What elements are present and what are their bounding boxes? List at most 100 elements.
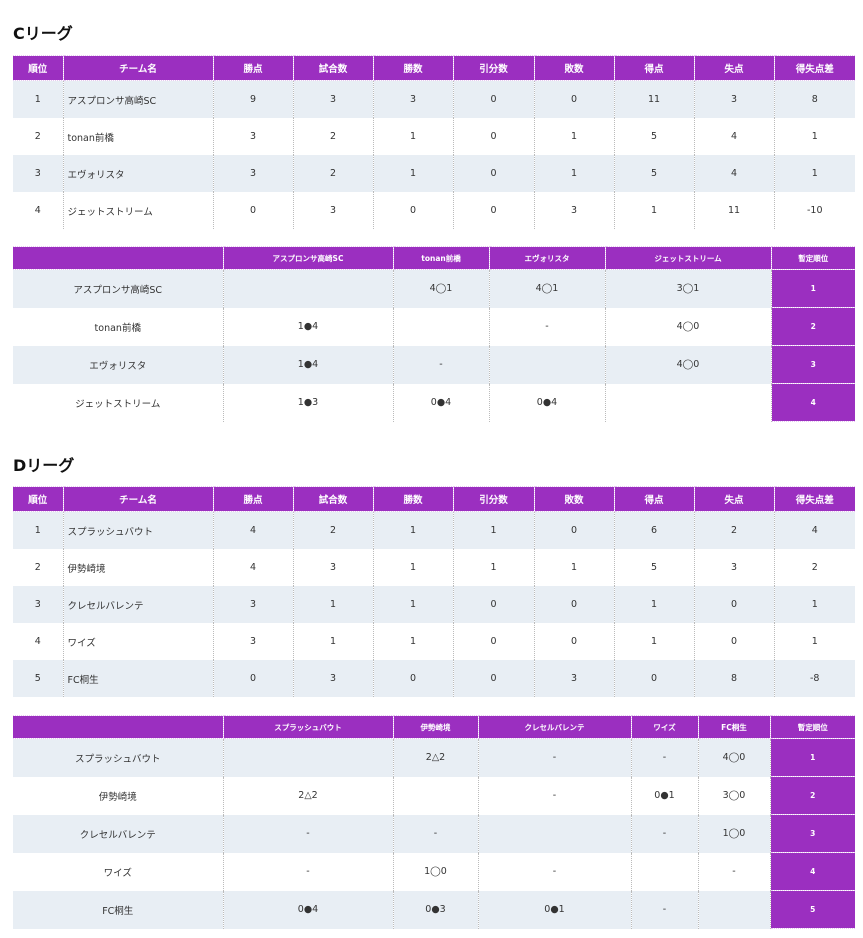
table-cell: 11 <box>614 80 695 118</box>
matrix-header-row: スプラッシュバウト 伊勢崎境 クレセルバレンテ ワイズ FC桐生 暫定順位 <box>13 715 855 739</box>
match-result-cell: - <box>698 852 771 891</box>
team-name-cell: エヴォリスタ <box>13 345 224 384</box>
table-row: アスプロンサ高崎SC 4◯1 4◯1 3◯1 1 <box>13 269 855 308</box>
table-row: 3 エヴォリスタ 3 2 1 0 1 5 4 1 <box>13 155 855 192</box>
team-name-cell: ワイズ <box>63 623 214 660</box>
table-row: tonan前橋 1●4 -4◯0 2 <box>13 307 855 346</box>
table-cell: 0 <box>534 586 615 623</box>
table-cell: 6 <box>614 511 695 549</box>
column-header: 失点 <box>694 486 775 512</box>
provisional-rank-cell: 2 <box>771 307 855 346</box>
table-row: 3 クレセルバレンテ 3 1 1 0 0 1 0 1 <box>13 586 855 623</box>
table-cell: 1 <box>373 511 454 549</box>
standings-header-row: 順位 チーム名 勝点 試合数 勝数 引分数 敗数 得点 失点 得失点差 <box>13 55 855 81</box>
column-header: 失点 <box>694 55 775 81</box>
team-name-cell: FC桐生 <box>63 660 214 697</box>
match-result-cell <box>605 383 772 422</box>
match-result-cell: - <box>393 345 490 384</box>
match-result-cell: - <box>478 776 632 815</box>
table-row: スプラッシュバウト 2△2- -4◯0 1 <box>13 738 855 777</box>
table-cell: 11 <box>694 192 775 229</box>
table-cell: 1 <box>293 586 374 623</box>
table-cell: 3 <box>293 80 374 118</box>
table-cell: 8 <box>774 80 855 118</box>
match-result-cell: - <box>631 890 699 929</box>
table-cell: 1 <box>774 118 855 155</box>
team-name-cell: エヴォリスタ <box>63 155 214 192</box>
matrix-header-row: アスプロンサ高崎SC tonan前橋 エヴォリスタ ジェットストリーム 暫定順位 <box>13 246 855 270</box>
table-cell: 3 <box>694 80 775 118</box>
table-cell: 1 <box>453 511 535 549</box>
table-cell: 9 <box>213 80 294 118</box>
match-result-cell: - <box>393 814 479 853</box>
team-name-cell: アスプロンサ高崎SC <box>13 269 224 308</box>
table-cell: 5 <box>614 549 695 586</box>
match-result-cell <box>393 776 479 815</box>
match-result-cell <box>489 345 606 384</box>
match-result-cell: 1◯0 <box>698 814 771 853</box>
table-row: 1 スプラッシュバウト 4 2 1 1 0 6 2 4 <box>13 511 855 549</box>
match-result-cell: 0●4 <box>223 890 394 929</box>
league-d-match-matrix: スプラッシュバウト 伊勢崎境 クレセルバレンテ ワイズ FC桐生 暫定順位 スプラッシュバ… <box>13 715 855 929</box>
table-cell: 1 <box>534 118 615 155</box>
table-cell: 1 <box>293 623 374 660</box>
team-name-cell: tonan前橋 <box>13 307 224 346</box>
column-header: エヴォリスタ <box>489 246 606 270</box>
table-cell: 2 <box>13 118 64 155</box>
team-name-cell: 伊勢崎境 <box>63 549 214 586</box>
column-header: 得点 <box>614 486 695 512</box>
team-name-cell: クレセルバレンテ <box>13 814 224 853</box>
column-header: 敗数 <box>534 55 615 81</box>
match-result-cell <box>223 738 394 777</box>
table-cell: 0 <box>534 80 615 118</box>
column-header: スプラッシュバウト <box>223 715 394 739</box>
match-result-cell: 0●3 <box>393 890 479 929</box>
table-cell: 2 <box>293 118 374 155</box>
table-cell: 0 <box>213 660 294 697</box>
table-cell: 5 <box>614 155 695 192</box>
column-header <box>13 246 224 270</box>
column-header: 勝数 <box>373 486 454 512</box>
match-result-cell <box>698 890 771 929</box>
table-cell: 0 <box>453 80 535 118</box>
match-result-cell: - <box>478 852 632 891</box>
table-cell: 1 <box>774 155 855 192</box>
provisional-rank-cell: 4 <box>771 383 855 422</box>
table-row: 5 FC桐生 0 3 0 0 3 0 8 -8 <box>13 660 855 697</box>
table-cell: 4 <box>774 511 855 549</box>
column-header: 得点 <box>614 55 695 81</box>
table-cell: 4 <box>213 549 294 586</box>
league-d-standings-table: 順位 チーム名 勝点 試合数 勝数 引分数 敗数 得点 失点 得失点差 1 スプラッシュバウト 4 2 1… <box>13 486 855 697</box>
table-cell: 2 <box>694 511 775 549</box>
match-result-cell: 0●4 <box>393 383 490 422</box>
match-result-cell <box>478 814 632 853</box>
column-header: クレセルバレンテ <box>478 715 632 739</box>
table-cell: 2 <box>293 155 374 192</box>
table-cell: 1 <box>373 623 454 660</box>
table-cell: 0 <box>453 586 535 623</box>
table-cell: 3 <box>534 660 615 697</box>
table-cell: 4 <box>213 511 294 549</box>
provisional-rank-cell: 1 <box>770 738 855 777</box>
table-cell: 1 <box>453 549 535 586</box>
table-cell: 0 <box>534 623 615 660</box>
table-cell: 1 <box>614 623 695 660</box>
team-name-cell: アスプロンサ高崎SC <box>63 80 214 118</box>
table-cell: 3 <box>534 192 615 229</box>
table-cell: 1 <box>373 549 454 586</box>
table-cell: 0 <box>373 192 454 229</box>
match-result-cell: - <box>631 814 699 853</box>
match-result-cell: 4◯0 <box>605 307 772 346</box>
table-row: エヴォリスタ 1●4- 4◯0 3 <box>13 345 855 384</box>
table-cell: 0 <box>453 155 535 192</box>
match-result-cell: - <box>223 852 394 891</box>
match-result-cell: 4◯0 <box>605 345 772 384</box>
team-name-cell: クレセルバレンテ <box>63 586 214 623</box>
match-result-cell: 1●4 <box>223 345 394 384</box>
table-cell: 4 <box>13 623 64 660</box>
team-name-cell: スプラッシュバウト <box>63 511 214 549</box>
table-cell: 3 <box>213 155 294 192</box>
table-cell: 0 <box>614 660 695 697</box>
match-result-cell <box>393 307 490 346</box>
table-row: 伊勢崎境 2△2 -0●1 3◯0 2 <box>13 776 855 815</box>
